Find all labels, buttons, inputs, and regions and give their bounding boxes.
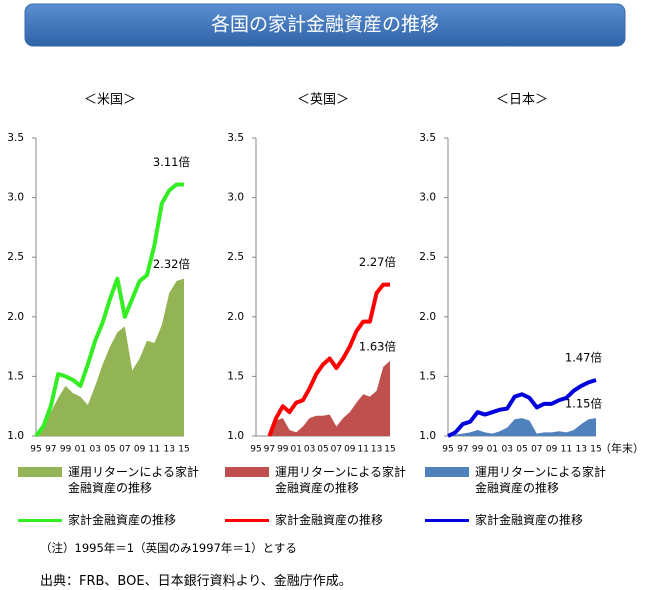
x-tick-label: 09: [546, 445, 558, 455]
x-tick-label: 09: [134, 445, 146, 455]
x-tick-label: 05: [516, 445, 527, 455]
legend-item: 家計金融資産の推移: [225, 512, 415, 528]
area: [36, 278, 184, 436]
x-tick-label: 11: [561, 445, 572, 455]
x-tick-label: 01: [487, 445, 498, 455]
legend-item: 家計金融資産の推移: [425, 512, 615, 528]
y-tick-label: 1.5: [419, 370, 436, 382]
x-tick-label: 15: [590, 445, 601, 455]
y-tick-label: 2.0: [7, 311, 24, 323]
x-tick-label: 03: [501, 445, 512, 455]
title-banner: [24, 3, 626, 47]
legend-line: [18, 519, 62, 522]
y-tick-label: 3.0: [419, 192, 436, 204]
x-tick-label: 07: [331, 445, 342, 455]
legend-label: 運用リターンによる家計金融資産の推移: [275, 465, 407, 495]
x-tick-label: 05: [104, 445, 115, 455]
y-tick-label: 2.5: [419, 251, 436, 263]
x-tick-label: 03: [304, 445, 315, 455]
x-tick-label: 97: [457, 445, 468, 455]
y-tick-label: 2.0: [227, 311, 244, 323]
legend-swatch: [225, 467, 269, 477]
legend-swatch: [425, 467, 469, 477]
value-label: 1.47倍: [565, 350, 603, 364]
line: [267, 282, 390, 437]
legend-item: 運用リターンによる家計金融資産の推移: [225, 464, 415, 496]
x-tick-label: 95: [30, 445, 41, 455]
value-label: 2.27倍: [359, 255, 397, 269]
x-tick-label: 13: [371, 445, 382, 455]
x-tick-label: 01: [290, 445, 301, 455]
panel-title: ＜英国＞: [297, 93, 349, 108]
x-axis-label: （年末）: [600, 441, 644, 455]
x-tick-label: 05: [317, 445, 328, 455]
value-label: 3.11倍: [153, 155, 191, 169]
value-label: 1.63倍: [359, 339, 397, 353]
x-tick-label: 99: [277, 445, 289, 455]
x-tick-label: 97: [264, 445, 275, 455]
area: [269, 360, 390, 436]
y-tick-label: 1.5: [227, 370, 244, 382]
legend-line: [225, 519, 269, 522]
panel-title: ＜日本＞: [496, 93, 548, 108]
legend-label: 家計金融資産の推移: [68, 513, 177, 527]
chart-title: 各国の家計金融資産の推移: [211, 14, 439, 36]
x-tick-label: 13: [575, 445, 586, 455]
x-tick-label: 07: [119, 445, 130, 455]
y-tick-label: 3.5: [419, 132, 436, 144]
x-tick-label: 09: [344, 445, 356, 455]
legend-line: [425, 519, 469, 522]
line: [447, 378, 597, 438]
area: [448, 418, 596, 436]
legend-swatch: [18, 467, 62, 477]
legend-item: 運用リターンによる家計金融資産の推移: [425, 464, 615, 496]
x-tick-label: 97: [45, 445, 56, 455]
legend-label: 家計金融資産の推移: [475, 513, 584, 527]
x-tick-label: 15: [178, 445, 189, 455]
value-label: 1.15倍: [565, 397, 603, 411]
y-tick-label: 3.5: [7, 132, 24, 144]
x-tick-label: 11: [357, 445, 368, 455]
x-tick-label: 13: [163, 445, 174, 455]
y-tick-label: 3.5: [227, 132, 244, 144]
note: （注）1995年＝1（英国のみ1997年＝1）とする: [40, 541, 297, 555]
x-tick-label: 99: [60, 445, 72, 455]
legend-item: 運用リターンによる家計金融資産の推移: [18, 464, 208, 496]
legend-label: 運用リターンによる家計金融資産の推移: [475, 465, 607, 495]
x-tick-label: 95: [250, 445, 261, 455]
y-tick-label: 2.5: [7, 251, 24, 263]
x-tick-label: 01: [75, 445, 86, 455]
panel-title: ＜米国＞: [84, 93, 136, 108]
y-tick-label: 3.0: [7, 192, 24, 204]
y-tick-label: 2.0: [419, 311, 436, 323]
legend-item: 家計金融資産の推移: [18, 512, 208, 528]
x-tick-label: 11: [149, 445, 160, 455]
y-tick-label: 2.5: [227, 251, 244, 263]
line: [34, 182, 184, 438]
x-tick-label: 95: [442, 445, 453, 455]
y-tick-label: 1.0: [7, 430, 24, 442]
value-label: 2.32倍: [153, 257, 191, 271]
x-tick-label: 99: [472, 445, 484, 455]
y-tick-label: 1.0: [419, 430, 436, 442]
x-tick-label: 03: [89, 445, 100, 455]
y-tick-label: 1.5: [7, 370, 24, 382]
legend-label: 家計金融資産の推移: [275, 513, 384, 527]
legend-label: 運用リターンによる家計金融資産の推移: [68, 465, 200, 495]
y-tick-label: 1.0: [227, 430, 244, 442]
x-tick-label: 07: [531, 445, 542, 455]
x-tick-label: 15: [384, 445, 395, 455]
source: 出典：FRB、BOE、日本銀行資料より、金融庁作成。: [40, 574, 352, 589]
y-tick-label: 3.0: [227, 192, 244, 204]
